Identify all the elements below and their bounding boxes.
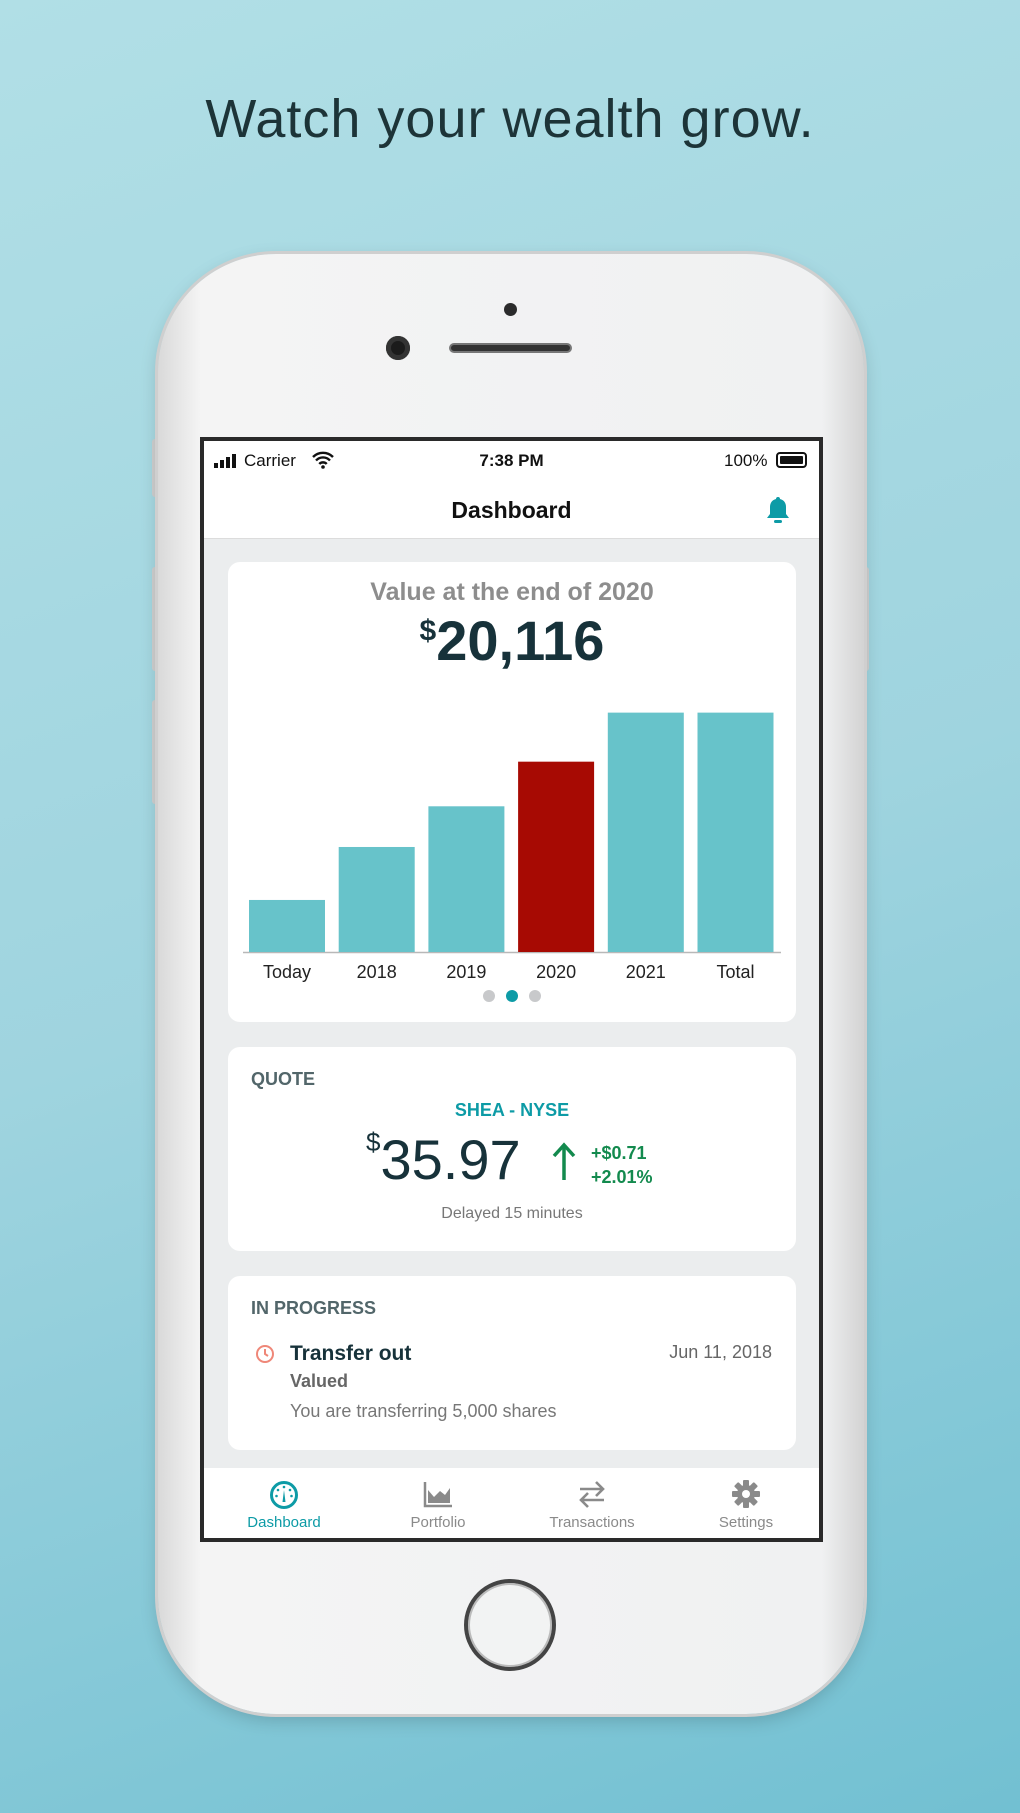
page-indicator[interactable] xyxy=(228,990,796,1002)
amount: 20,116 xyxy=(436,609,605,672)
signal-icon xyxy=(214,454,236,468)
x-tick-label: 2020 xyxy=(536,962,576,982)
bar-2018[interactable] xyxy=(338,846,415,952)
dashboard-gauge-icon xyxy=(270,1481,298,1509)
value-amount: $20,116 xyxy=(228,608,796,673)
page-dot[interactable] xyxy=(506,990,518,1002)
proximity-sensor xyxy=(504,303,517,316)
tab-label: Dashboard xyxy=(247,1514,321,1531)
quote-price: $35.97 xyxy=(366,1127,521,1192)
home-button[interactable] xyxy=(464,1579,556,1671)
bell-icon[interactable] xyxy=(765,495,791,525)
tab-portfolio[interactable]: Portfolio xyxy=(361,1468,515,1538)
area-chart-icon xyxy=(423,1482,452,1508)
quote-change: +$0.71 +2.01% xyxy=(591,1141,653,1189)
quote-delay-note: Delayed 15 minutes xyxy=(441,1205,583,1222)
app-screen: Carrier 7:38 PM 100% Dashboard Value at … xyxy=(200,437,823,1542)
tab-label: Settings xyxy=(718,1514,774,1531)
tab-dashboard[interactable]: Dashboard xyxy=(207,1468,361,1538)
x-tick-label: 2019 xyxy=(446,962,486,982)
item-title: Transfer out xyxy=(290,1342,412,1365)
bar-total[interactable] xyxy=(697,712,774,952)
gear-icon xyxy=(732,1480,760,1508)
quote-symbol: SHEA - NYSE xyxy=(454,1100,570,1120)
value-card[interactable]: Value at the end of 2020 $20,116 Today 20… xyxy=(228,562,796,1022)
page-dot[interactable] xyxy=(529,990,541,1002)
quote-heading: QUOTE xyxy=(251,1069,316,1089)
carrier-label: Carrier xyxy=(244,451,296,470)
power-button xyxy=(863,567,869,671)
arrow-up-icon xyxy=(552,1142,576,1180)
x-tick-label: Total xyxy=(716,962,754,982)
transfer-arrows-icon xyxy=(579,1481,605,1508)
page-title: Dashboard xyxy=(451,497,572,523)
mute-switch xyxy=(152,439,158,497)
currency-symbol: $ xyxy=(366,1127,381,1157)
volume-down-button xyxy=(152,700,158,804)
in-progress-heading: IN PROGRESS xyxy=(251,1298,377,1318)
battery-percent: 100% xyxy=(724,451,768,470)
item-description: You are transferring 5,000 shares xyxy=(290,1401,557,1421)
clock-icon xyxy=(256,1345,274,1363)
quote-card[interactable]: QUOTE SHEA - NYSE $35.97 +$0.71 +2.01% De… xyxy=(228,1047,796,1251)
tab-bar: Dashboard Portfolio Transactions Setting… xyxy=(204,1468,819,1538)
speaker-grille xyxy=(449,343,572,353)
item-status: Valued xyxy=(290,1371,349,1391)
tab-label: Portfolio xyxy=(410,1514,466,1531)
wifi-icon xyxy=(312,451,334,469)
headline: Watch your wealth grow. xyxy=(205,89,815,149)
x-tick-label: 2021 xyxy=(626,962,666,982)
price: 35.97 xyxy=(380,1128,521,1191)
list-item[interactable]: Transfer out Jun 11, 2018 Valued You are… xyxy=(228,1336,796,1436)
x-tick-label: Today xyxy=(263,962,311,982)
page-dot[interactable] xyxy=(483,990,495,1002)
battery-icon xyxy=(776,452,807,468)
front-camera xyxy=(386,336,410,360)
change-amount: +$0.71 xyxy=(591,1143,647,1163)
bar-2019[interactable] xyxy=(428,806,505,952)
volume-up-button xyxy=(152,567,158,671)
tab-transactions[interactable]: Transactions xyxy=(515,1468,669,1538)
bar-today[interactable] xyxy=(249,899,325,952)
bar-2020[interactable] xyxy=(518,761,595,952)
tab-settings[interactable]: Settings xyxy=(669,1468,819,1538)
clock: 7:38 PM xyxy=(479,451,544,470)
tab-label: Transactions xyxy=(549,1514,635,1531)
currency-symbol: $ xyxy=(419,614,437,648)
nav-bar: Dashboard xyxy=(204,481,819,539)
item-date: Jun 11, 2018 xyxy=(669,1342,772,1362)
change-percent: +2.01% xyxy=(591,1167,653,1187)
value-bar-chart: Today 2018 2019 2020 2021 Total xyxy=(243,712,781,982)
status-bar: Carrier 7:38 PM 100% xyxy=(204,441,819,481)
bar-2021[interactable] xyxy=(607,712,684,952)
in-progress-card: IN PROGRESS Transfer out Jun 11, 2018 Va… xyxy=(228,1276,796,1450)
value-label: Value at the end of 2020 xyxy=(370,578,654,606)
x-tick-label: 2018 xyxy=(357,962,397,982)
